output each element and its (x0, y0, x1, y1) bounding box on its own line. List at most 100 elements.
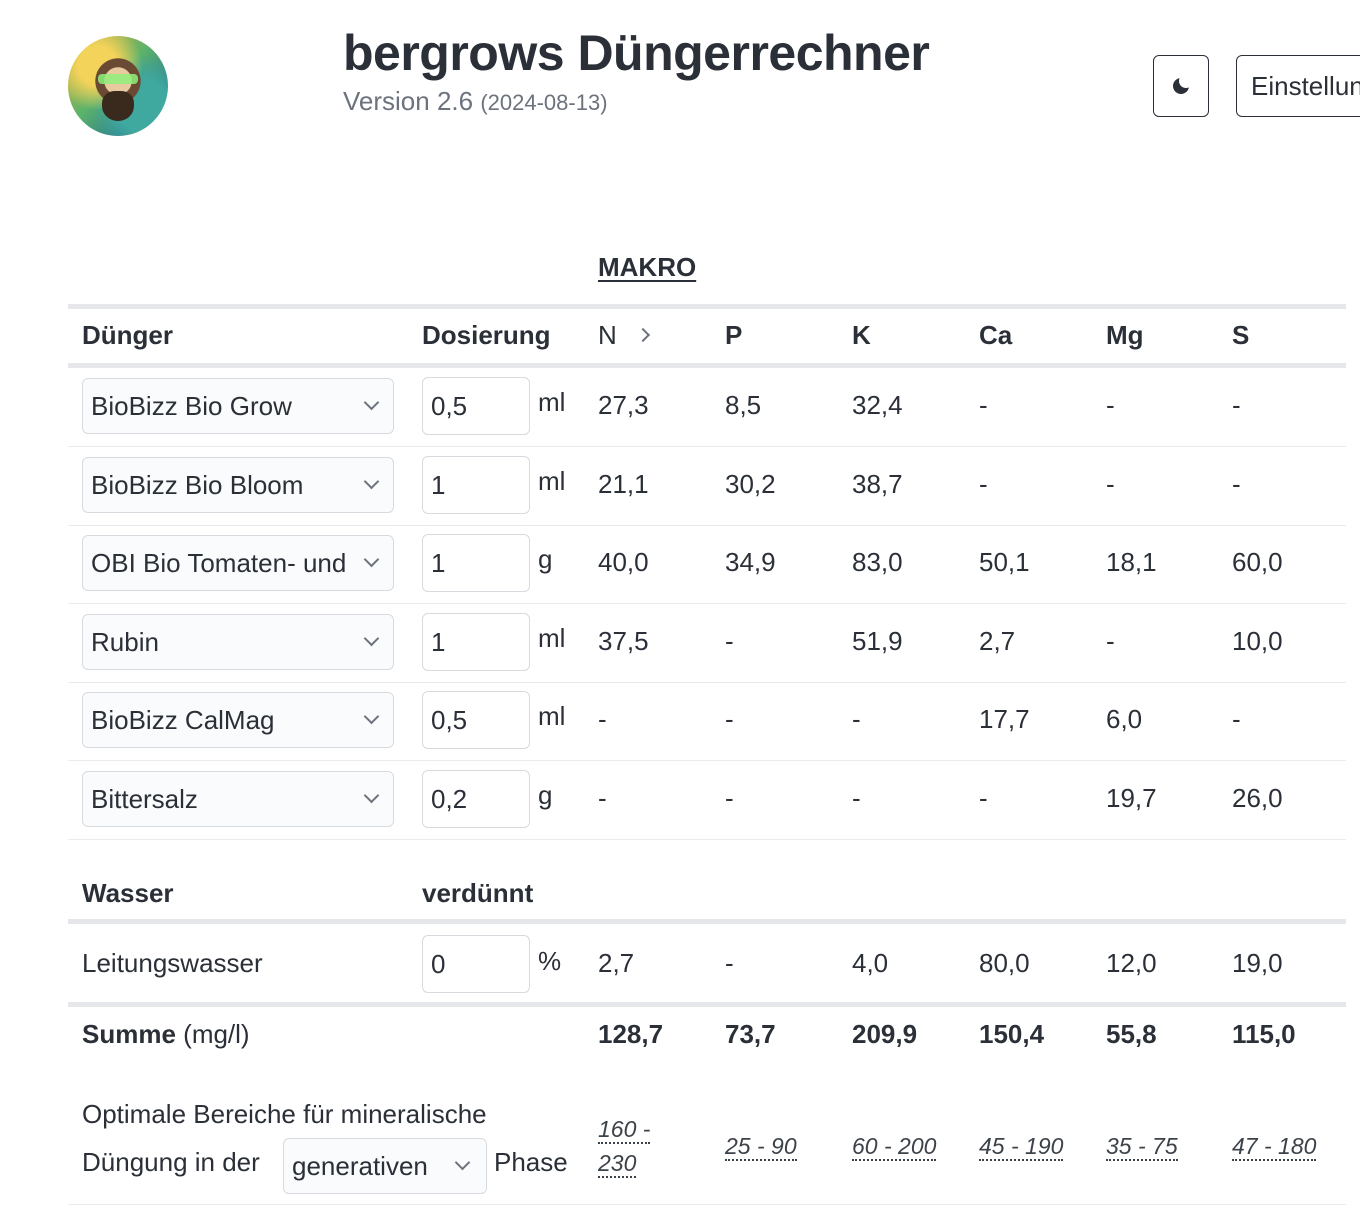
phase-select[interactable]: generativen (283, 1138, 487, 1194)
nutrient-value: - (1106, 390, 1115, 420)
dosage-input[interactable]: 0,5 (422, 691, 530, 749)
moon-icon (1173, 74, 1193, 94)
dosage-unit: ml (538, 701, 566, 731)
sum-value: 150,4 (979, 1019, 1045, 1049)
water-nutrient-value: 2,7 (598, 948, 635, 978)
optimal-range: 25 - 90 (725, 1133, 797, 1161)
chevron-down-icon (363, 787, 380, 804)
nutrient-value: 17,7 (979, 704, 1030, 734)
dilution-input[interactable]: 0 (422, 935, 530, 993)
water-nutrient-value: 80,0 (979, 948, 1030, 978)
fertilizer-select[interactable]: BioBizz CalMag (82, 692, 394, 748)
chevron-down-icon (454, 1154, 471, 1171)
dark-mode-button[interactable] (1153, 55, 1209, 117)
dosage-input[interactable]: 1 (422, 534, 530, 592)
optimal-range: 47 - 180 (1232, 1133, 1317, 1161)
nutrient-value: 83,0 (852, 547, 903, 577)
nutrient-value: - (1106, 626, 1115, 656)
optimal-range-text: 35 - 75 (1106, 1133, 1178, 1161)
nutrient-value: - (1106, 469, 1115, 499)
dosage-unit: ml (538, 623, 566, 653)
nutrient-value: 32,4 (852, 390, 903, 420)
nutrient-value: 18,1 (1106, 547, 1157, 577)
version-label: Version 2.6 (2024-08-13) (343, 86, 608, 117)
row-divider (68, 682, 1346, 683)
nutrient-value: - (1232, 469, 1241, 499)
optimal-range-text: 45 - 190 (979, 1133, 1064, 1161)
nutrient-value: 19,7 (1106, 783, 1157, 813)
nutrient-value: 2,7 (979, 626, 1016, 656)
header-divider-bottom (68, 363, 1346, 368)
nutrient-value: 34,9 (725, 547, 776, 577)
nutrient-value: - (979, 783, 988, 813)
column-header-k: K (852, 320, 871, 350)
dosage-input[interactable]: 1 (422, 613, 530, 671)
fertilizer-select[interactable]: Rubin (82, 614, 394, 670)
column-header-n[interactable]: N (598, 320, 617, 350)
avatar-glasses (98, 74, 138, 84)
fertilizer-select[interactable]: OBI Bio Tomaten- und (82, 535, 394, 591)
sum-value: 73,7 (725, 1019, 776, 1049)
chevron-down-icon (363, 551, 380, 568)
dilution-unit: % (538, 946, 562, 976)
water-divider-top (68, 919, 1346, 924)
nutrient-value: 26,0 (1232, 783, 1283, 813)
nutrient-value: 27,3 (598, 390, 649, 420)
nutrient-value: - (725, 704, 734, 734)
settings-button[interactable]: Einstellungen (1236, 55, 1360, 117)
dosage-unit: g (538, 544, 553, 574)
nutrient-value: 8,5 (725, 390, 762, 420)
row-divider (68, 525, 1346, 526)
nutrient-value: - (598, 783, 607, 813)
bottom-divider (68, 1204, 1346, 1205)
chevron-right-icon[interactable] (635, 327, 651, 343)
column-header-ca: Ca (979, 320, 1013, 350)
optimal-text-suffix: Phase (494, 1147, 568, 1177)
row-divider (68, 603, 1346, 604)
optimal-range: 45 - 190 (979, 1133, 1064, 1161)
dosage-unit: ml (538, 466, 566, 496)
dosage-input[interactable]: 0,5 (422, 377, 530, 435)
chevron-down-icon (363, 630, 380, 647)
fertilizer-select-value: OBI Bio Tomaten- und (91, 547, 347, 578)
nutrient-value: - (852, 783, 861, 813)
water-nutrient-value: - (725, 948, 734, 978)
column-header-mg: Mg (1106, 320, 1144, 350)
water-divider-bottom (68, 1002, 1346, 1007)
row-divider (68, 760, 1346, 761)
nutrient-value: 40,0 (598, 547, 649, 577)
sum-value: 209,9 (852, 1019, 918, 1049)
header-divider-top (68, 304, 1346, 309)
version-date: (2024-08-13) (480, 90, 608, 115)
dosage-input[interactable]: 0,2 (422, 770, 530, 828)
nutrient-value: - (598, 704, 607, 734)
nutrient-value: - (1232, 704, 1241, 734)
range-n-bottom-text: 230 (598, 1150, 637, 1178)
dosage-unit: ml (538, 387, 566, 417)
avatar-beard (102, 91, 134, 121)
fertilizer-select-value: Bittersalz (91, 783, 198, 814)
chevron-down-icon (363, 394, 380, 411)
water-name: Leitungswasser (82, 948, 263, 978)
column-header-fertilizer: Dünger (82, 320, 173, 350)
optimal-range-text: 60 - 200 (852, 1133, 937, 1161)
nutrient-value: 60,0 (1232, 547, 1283, 577)
fertilizer-select[interactable]: BioBizz Bio Bloom (82, 457, 394, 513)
dosage-input[interactable]: 1 (422, 456, 530, 514)
column-header-p: P (725, 320, 743, 350)
optimal-text-line1: Optimale Bereiche für mineralische (82, 1099, 487, 1129)
optimal-range-text: 47 - 180 (1232, 1133, 1317, 1161)
column-header-dosage: Dosierung (422, 320, 551, 350)
sum-value: 55,8 (1106, 1019, 1157, 1049)
dilution-header: verdünnt (422, 878, 534, 908)
fertilizer-select[interactable]: Bittersalz (82, 771, 394, 827)
range-n-top-text: 160 - (598, 1116, 651, 1144)
tab-makro[interactable]: MAKRO (598, 252, 697, 282)
fertilizer-select[interactable]: BioBizz Bio Grow (82, 378, 394, 434)
row-divider (68, 839, 1346, 840)
optimal-text-prefix: Düngung in der (82, 1147, 260, 1177)
fertilizer-select-value: Rubin (91, 626, 159, 657)
nutrient-value: - (1232, 390, 1241, 420)
nutrient-value: 37,5 (598, 626, 649, 656)
nutrient-value: - (852, 704, 861, 734)
